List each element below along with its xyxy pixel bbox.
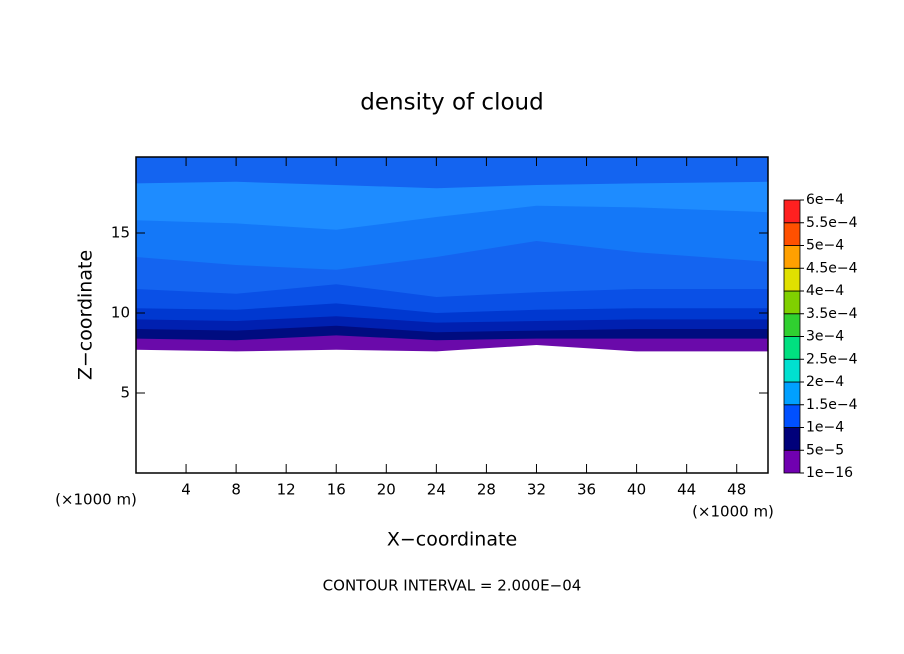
colorbar-swatch xyxy=(783,245,801,269)
colorbar-label: 1.5e−4 xyxy=(806,397,858,413)
x-tick-label: 48 xyxy=(727,481,746,499)
colorbar-swatch xyxy=(783,427,801,451)
colorbar-label: 2.5e−4 xyxy=(806,351,858,367)
x-tick-label: 28 xyxy=(477,481,496,499)
colorbar-label: 2e−4 xyxy=(806,374,844,390)
x-tick-label: 36 xyxy=(577,481,596,499)
colorbar-swatch xyxy=(783,313,801,337)
x-axis-label: X−coordinate xyxy=(387,529,517,551)
x-tick-label: 40 xyxy=(627,481,646,499)
colorbar-swatch xyxy=(783,404,801,428)
colorbar-label: 5e−5 xyxy=(806,442,844,458)
y-tick-label: 15 xyxy=(111,224,130,242)
x-tick-label: 44 xyxy=(677,481,696,499)
colorbar-label: 3.5e−4 xyxy=(806,306,858,322)
x-tick-label: 16 xyxy=(327,481,346,499)
contour-band xyxy=(136,345,768,473)
colorbar-swatch xyxy=(783,222,801,246)
colorbar-label: 6e−4 xyxy=(806,192,844,208)
x-tick-label: 4 xyxy=(181,481,191,499)
colorbar-swatch xyxy=(783,290,801,315)
y-tick-label: 5 xyxy=(120,384,130,402)
colorbar-label: 1e−4 xyxy=(806,420,844,436)
colorbar-swatch xyxy=(783,336,801,360)
y-tick-label: 10 xyxy=(111,304,130,322)
x-tick-label: 8 xyxy=(231,481,241,499)
x-unit: (×1000 m) xyxy=(55,491,137,509)
plot-frame xyxy=(135,156,769,474)
footnote: CONTOUR INTERVAL = 2.000E−04 xyxy=(323,577,582,595)
colorbar-swatch xyxy=(783,381,801,406)
colorbar-swatch xyxy=(783,449,801,474)
x-tick-label: 24 xyxy=(427,481,446,499)
colorbar-label: 3e−4 xyxy=(806,329,844,345)
colorbar-label: 5e−4 xyxy=(806,238,844,254)
colorbar-swatch xyxy=(783,267,801,292)
y-axis-label: Z−coordinate xyxy=(75,250,97,380)
chart-title: density of cloud xyxy=(360,90,543,116)
colorbar-label: 5.5e−4 xyxy=(806,215,858,231)
x-tick-label: 12 xyxy=(277,481,296,499)
colorbar-swatch xyxy=(783,358,801,383)
colorbar-swatch xyxy=(783,199,801,224)
colorbar-label: 1e−16 xyxy=(806,465,853,481)
x-tick-label: 20 xyxy=(377,481,396,499)
x-unit: (×1000 m) xyxy=(692,503,774,521)
colorbar-label: 4.5e−4 xyxy=(806,260,858,276)
x-tick-label: 32 xyxy=(527,481,546,499)
colorbar-label: 4e−4 xyxy=(806,283,844,299)
